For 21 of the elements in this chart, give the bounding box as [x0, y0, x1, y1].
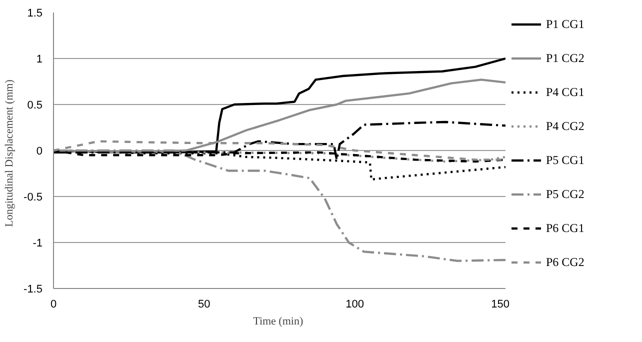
legend-label: P5 CG1 — [546, 152, 584, 168]
y-tick-label: -1 — [32, 238, 42, 250]
legend-label: P6 CG2 — [546, 254, 584, 270]
legend-label: P1 CG2 — [546, 50, 584, 66]
y-tick-label: 1.5 — [27, 8, 43, 20]
x-tick-label: 0 — [50, 298, 57, 310]
y-tick-label: 0 — [36, 146, 43, 158]
y-tick-label: 0.5 — [27, 100, 43, 112]
legend-label: P6 CG1 — [546, 220, 584, 236]
x-axis-title: Time (min) — [253, 316, 304, 328]
y-tick-label: -1.5 — [24, 284, 43, 296]
x-tick-label: 50 — [198, 298, 210, 310]
y-tick-label: -0.5 — [24, 192, 43, 204]
legend-label: P1 CG1 — [546, 16, 584, 32]
y-axis-title: Longitudinal Displacement (mm) — [4, 79, 16, 227]
y-tick-label: 1 — [36, 54, 43, 66]
x-tick-label: 100 — [346, 298, 364, 310]
x-tick-label: 150 — [491, 298, 510, 310]
legend-label: P5 CG2 — [546, 186, 584, 202]
legend-label: P4 CG2 — [546, 118, 584, 134]
legend-label: P4 CG1 — [546, 84, 584, 100]
